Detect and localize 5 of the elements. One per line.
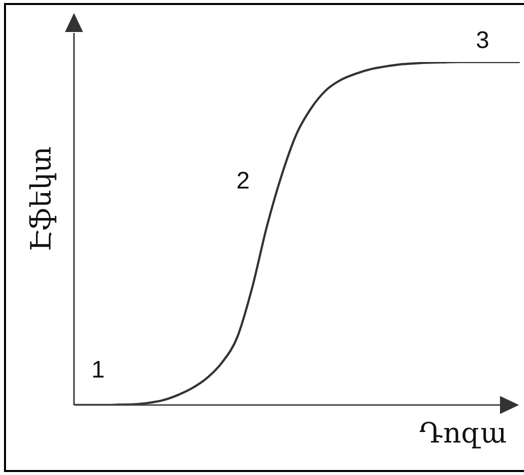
- annotation: 1: [91, 356, 105, 384]
- x-axis-title: Դոզա: [419, 416, 507, 450]
- text: 3: [476, 27, 490, 54]
- y-axis-title: Էֆեկտ: [24, 146, 58, 252]
- annotation: 2: [236, 168, 250, 195]
